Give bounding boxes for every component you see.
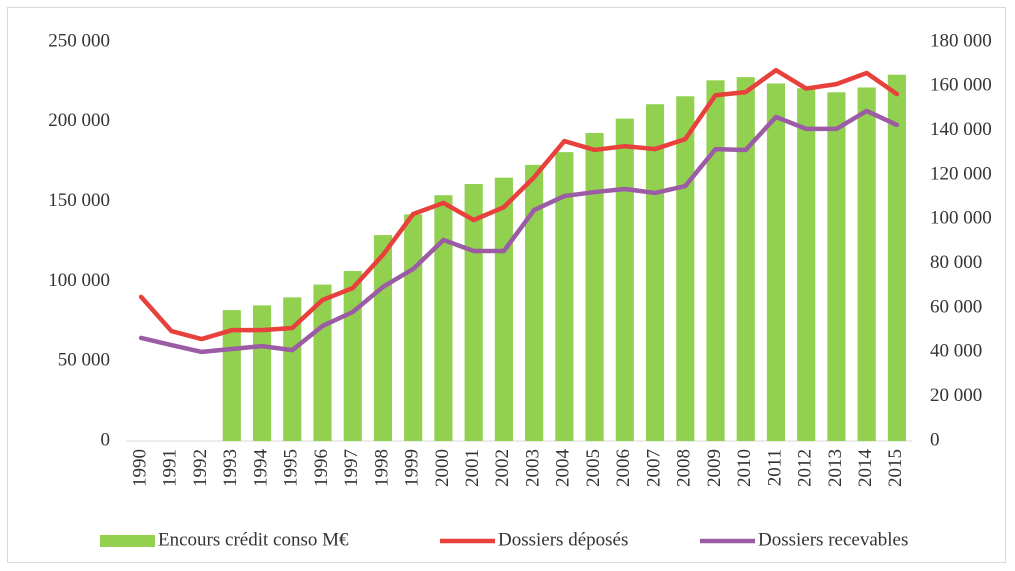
y2-tick-label: 180 000 [930, 30, 992, 51]
y2-tick-label: 160 000 [930, 75, 992, 96]
bar [404, 214, 423, 441]
bar [797, 88, 816, 441]
bar [615, 118, 634, 441]
x-tick-label: 2003 [522, 449, 543, 487]
y2-tick-label: 80 000 [930, 252, 982, 273]
x-tick-label: 1992 [190, 449, 211, 487]
bar [494, 177, 513, 441]
bar [283, 297, 302, 441]
y-tick-label: 150 000 [48, 190, 110, 211]
legend-swatch [100, 535, 155, 547]
bar [645, 104, 665, 441]
line [138, 108, 900, 355]
bar [555, 152, 574, 441]
bar [525, 164, 544, 441]
y2-tick-label: 40 000 [930, 341, 982, 362]
x-tick-label: 2011 [764, 449, 785, 486]
bar [585, 132, 604, 442]
y2-tick-label: 60 000 [930, 296, 982, 317]
bar [857, 87, 876, 442]
x-tick-label: 1996 [311, 449, 332, 487]
x-tick-label: 2001 [462, 449, 483, 487]
y2-tick-label: 120 000 [930, 163, 992, 184]
y-tick-label: 200 000 [48, 110, 110, 131]
bar [343, 271, 362, 441]
x-tick-label: 1995 [281, 449, 302, 487]
x-tick-label: 1993 [220, 449, 241, 487]
y2-tick-label: 20 000 [930, 385, 982, 406]
bar [827, 92, 846, 442]
bar [434, 195, 453, 441]
x-tick-label: 2009 [704, 449, 725, 487]
x-tick-label: 2013 [825, 449, 846, 487]
x-tick-label: 1999 [402, 449, 423, 487]
x-tick-label: 2006 [613, 449, 634, 487]
bar [222, 310, 241, 441]
y2-tick-label: 0 [930, 429, 940, 450]
legend-label: Dossiers recevables [758, 529, 908, 550]
bar [706, 80, 725, 441]
x-tick-label: 1997 [341, 449, 362, 487]
x-tick-label: 2002 [492, 449, 513, 487]
x-tick-label: 2015 [885, 449, 906, 487]
x-tick-label: 2014 [855, 449, 876, 488]
y-tick-label: 50 000 [58, 350, 110, 371]
bar [736, 77, 755, 441]
line [138, 67, 900, 342]
x-tick-label: 2007 [643, 449, 664, 487]
x-tick-label: 2005 [583, 449, 604, 487]
y-tick-label: 100 000 [48, 270, 110, 291]
x-tick-label: 1990 [129, 449, 150, 487]
legend-label: Dossiers déposés [498, 529, 628, 550]
legend-label: Encours crédit conso M€ [158, 529, 349, 550]
bar [676, 96, 695, 441]
y-tick-label: 0 [101, 429, 111, 450]
x-tick-label: 1991 [160, 449, 181, 487]
x-tick-label: 2010 [734, 449, 755, 487]
x-tick-label: 1994 [250, 449, 271, 488]
bar [887, 74, 906, 441]
y-tick-label: 250 000 [48, 30, 110, 51]
y2-tick-label: 140 000 [930, 119, 992, 140]
x-tick-label: 2004 [553, 449, 574, 488]
x-tick-label: 2008 [674, 449, 695, 487]
x-tick-label: 2000 [432, 449, 453, 487]
bar [766, 83, 786, 441]
bar [252, 305, 272, 441]
bar [464, 184, 483, 441]
bar [373, 235, 393, 441]
y2-tick-label: 100 000 [930, 208, 992, 229]
x-tick-label: 1998 [371, 449, 392, 487]
x-tick-label: 2012 [795, 449, 816, 487]
